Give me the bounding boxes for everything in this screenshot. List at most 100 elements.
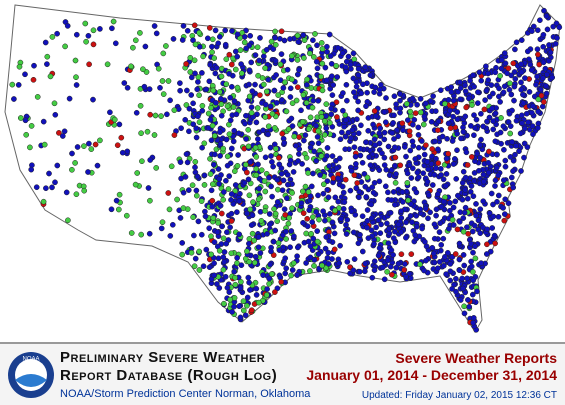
report-dot xyxy=(355,240,362,247)
report-dot xyxy=(472,243,478,250)
report-dot xyxy=(187,69,194,75)
noaa-logo: NOAA xyxy=(8,352,54,398)
report-dot xyxy=(350,229,357,236)
report-dot xyxy=(457,297,464,303)
report-dot xyxy=(183,61,189,67)
report-dot xyxy=(124,84,131,91)
report-dot xyxy=(520,100,527,106)
report-dot xyxy=(97,137,103,144)
report-dot xyxy=(28,166,35,173)
report-dot xyxy=(81,143,87,149)
report-dots xyxy=(9,7,563,333)
footer: NOAA Preliminary Severe Weather Report D… xyxy=(0,342,565,405)
report-dot xyxy=(381,129,388,136)
report-dot xyxy=(223,136,230,143)
report-dot xyxy=(283,265,290,272)
report-dot xyxy=(195,113,201,120)
report-dot xyxy=(287,85,294,92)
report-dot xyxy=(284,195,290,202)
report-dot xyxy=(391,112,397,119)
report-dot xyxy=(362,183,369,190)
report-dot xyxy=(217,153,223,159)
report-dot xyxy=(248,109,255,116)
report-dot xyxy=(518,61,524,68)
report-dot xyxy=(202,213,209,220)
report-dot xyxy=(249,212,256,219)
report-dot xyxy=(267,103,274,110)
report-dot xyxy=(167,97,173,104)
report-dot xyxy=(209,49,215,56)
report-dot xyxy=(360,81,366,88)
report-dot xyxy=(268,271,275,277)
report-dot xyxy=(367,72,374,79)
report-dot xyxy=(286,161,293,168)
report-dot xyxy=(447,125,454,132)
report-dot xyxy=(72,160,78,166)
report-dot xyxy=(351,172,358,179)
report-dot xyxy=(211,132,218,139)
report-dot xyxy=(468,263,475,270)
report-dot xyxy=(193,134,200,141)
report-dot xyxy=(513,142,519,149)
report-dot xyxy=(291,133,298,140)
report-dot xyxy=(422,239,428,245)
report-dot xyxy=(237,47,244,53)
report-dot xyxy=(544,26,551,33)
report-dot xyxy=(331,246,338,253)
report-dot xyxy=(460,285,466,292)
report-dot xyxy=(453,176,460,182)
report-dot xyxy=(44,53,51,60)
report-dot xyxy=(477,142,483,148)
report-dot xyxy=(313,209,320,215)
report-dot xyxy=(342,64,349,71)
report-dot xyxy=(353,185,360,191)
report-dot xyxy=(244,294,251,301)
report-dot xyxy=(226,289,233,295)
report-dot xyxy=(406,162,413,168)
report-dot xyxy=(92,141,99,148)
report-dot xyxy=(384,257,391,264)
report-dot xyxy=(457,79,463,86)
report-dot xyxy=(274,218,281,225)
report-dot xyxy=(217,141,224,147)
report-dot xyxy=(279,97,285,103)
report-dot xyxy=(343,117,349,124)
report-dot xyxy=(529,28,535,34)
report-dot xyxy=(378,81,384,88)
report-dot xyxy=(488,82,495,88)
report-dot xyxy=(377,125,384,132)
report-dot xyxy=(306,207,313,213)
report-dot xyxy=(248,104,255,111)
report-dot xyxy=(414,169,421,176)
report-dot xyxy=(248,222,255,228)
report-dot xyxy=(54,162,61,169)
report-dot xyxy=(474,100,481,106)
report-dot xyxy=(299,188,306,195)
report-dot xyxy=(242,120,248,127)
report-dot xyxy=(266,174,272,181)
report-dot xyxy=(333,157,339,164)
report-dot xyxy=(310,37,316,44)
report-dot xyxy=(28,123,35,129)
report-dot xyxy=(64,23,71,29)
report-dot xyxy=(440,198,447,205)
report-dot xyxy=(268,248,274,255)
report-dot xyxy=(518,37,525,43)
report-dot xyxy=(464,195,471,202)
report-dot xyxy=(288,115,295,122)
report-dot xyxy=(223,240,230,247)
report-dot xyxy=(225,186,232,192)
report-dot xyxy=(180,23,187,29)
report-dot xyxy=(350,50,357,57)
report-dot xyxy=(283,108,290,115)
report-dot xyxy=(231,303,237,310)
report-dot xyxy=(343,222,349,228)
report-dot xyxy=(313,58,320,65)
report-dot xyxy=(460,128,467,135)
report-dot xyxy=(52,179,58,186)
report-dot xyxy=(417,261,423,268)
report-dot xyxy=(484,226,491,233)
report-dot xyxy=(246,236,253,242)
report-dot xyxy=(445,120,452,127)
